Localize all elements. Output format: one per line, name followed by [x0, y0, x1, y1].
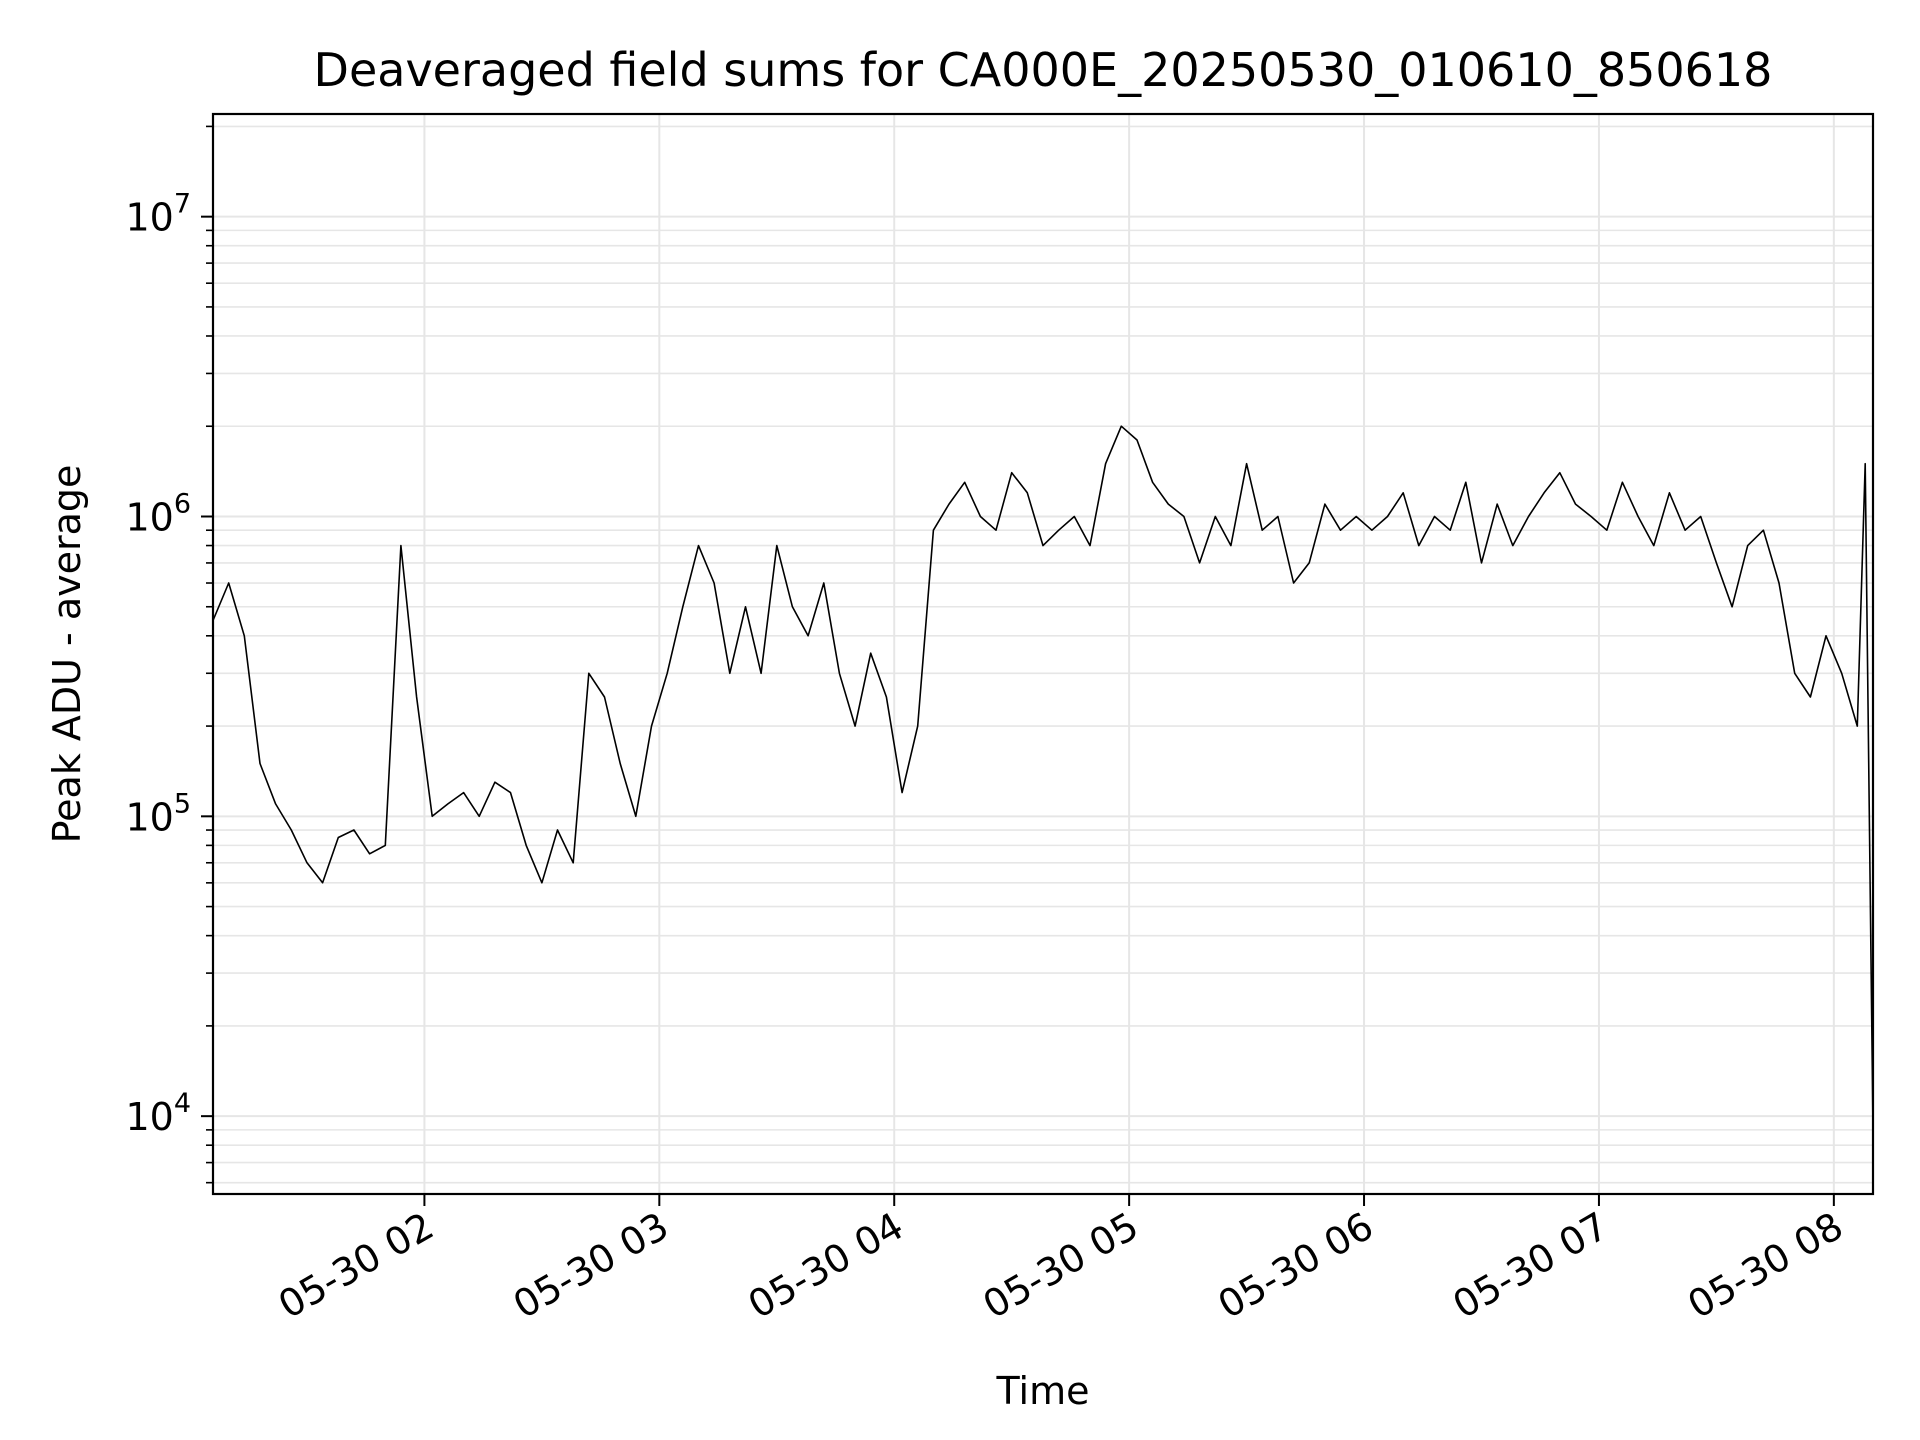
x-axis-label: Time	[996, 1369, 1090, 1413]
y-axis-label: Peak ADU - average	[45, 465, 89, 844]
y-tick-label: 106	[125, 488, 191, 539]
series-layer	[212, 425, 1874, 1130]
y-tick-label: 104	[125, 1088, 191, 1139]
series-line	[212, 425, 1874, 1130]
plot-frame	[211, 112, 1875, 1196]
y-axis: 104 105 106 107	[125, 125, 213, 1184]
y-tick-label: 105	[125, 788, 191, 839]
chart-title: Deaveraged field sums for CA000E_2025053…	[314, 43, 1773, 97]
grid	[213, 114, 1873, 1194]
y-tick-label: 107	[125, 189, 191, 240]
